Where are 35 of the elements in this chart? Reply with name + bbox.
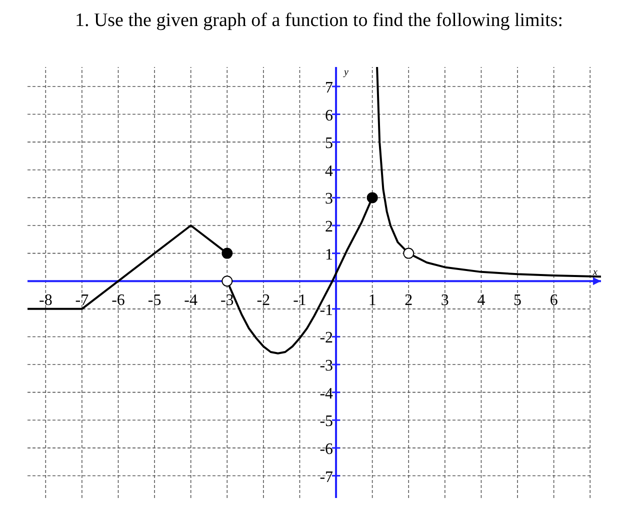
- point: [403, 248, 414, 259]
- x-tick-label: -7: [75, 292, 89, 310]
- point: [222, 276, 233, 287]
- y-tick-label: -4: [320, 385, 334, 402]
- x-tick-label: 1: [368, 292, 376, 310]
- x-tick-label: 3: [440, 292, 449, 310]
- y-tick-label: 5: [325, 135, 334, 152]
- x-tick-label: 4: [477, 292, 486, 310]
- y-tick-label: -7: [320, 468, 334, 486]
- x-tick-label: -3: [220, 292, 234, 310]
- y-tick-label: 6: [325, 107, 334, 124]
- chart-title: 1. Use the given graph of a function to find the following limits:: [74, 10, 564, 31]
- line-series: [376, 66, 602, 278]
- y-tick-label: -5: [320, 413, 334, 430]
- y-tick-label: -2: [320, 330, 334, 347]
- y-tick-label: 4: [325, 162, 334, 180]
- y-tick-label: -6: [320, 440, 334, 458]
- x-tick-label: -4: [184, 292, 198, 310]
- x-tick-label: -2: [256, 292, 270, 310]
- x-tick-label: -1: [293, 292, 306, 310]
- x-tick-label: 5: [514, 292, 522, 310]
- x-tick-label: 6: [550, 292, 558, 310]
- x-axis-title: x: [592, 267, 598, 278]
- y-tick-label: 2: [325, 218, 334, 236]
- y-tick-label: 1: [325, 246, 334, 264]
- x-tick-label: -6: [112, 292, 125, 310]
- y-tick-label: 7: [325, 79, 334, 96]
- point: [222, 248, 233, 259]
- x-tick-label: -8: [38, 292, 52, 310]
- x-tick-label: 2: [404, 292, 413, 310]
- y-axis-title: y: [343, 67, 350, 78]
- y-tick-label: 3: [325, 190, 334, 208]
- point: [366, 192, 378, 204]
- x-tick-label: -5: [148, 292, 162, 310]
- y-tick-label: -3: [320, 358, 334, 375]
